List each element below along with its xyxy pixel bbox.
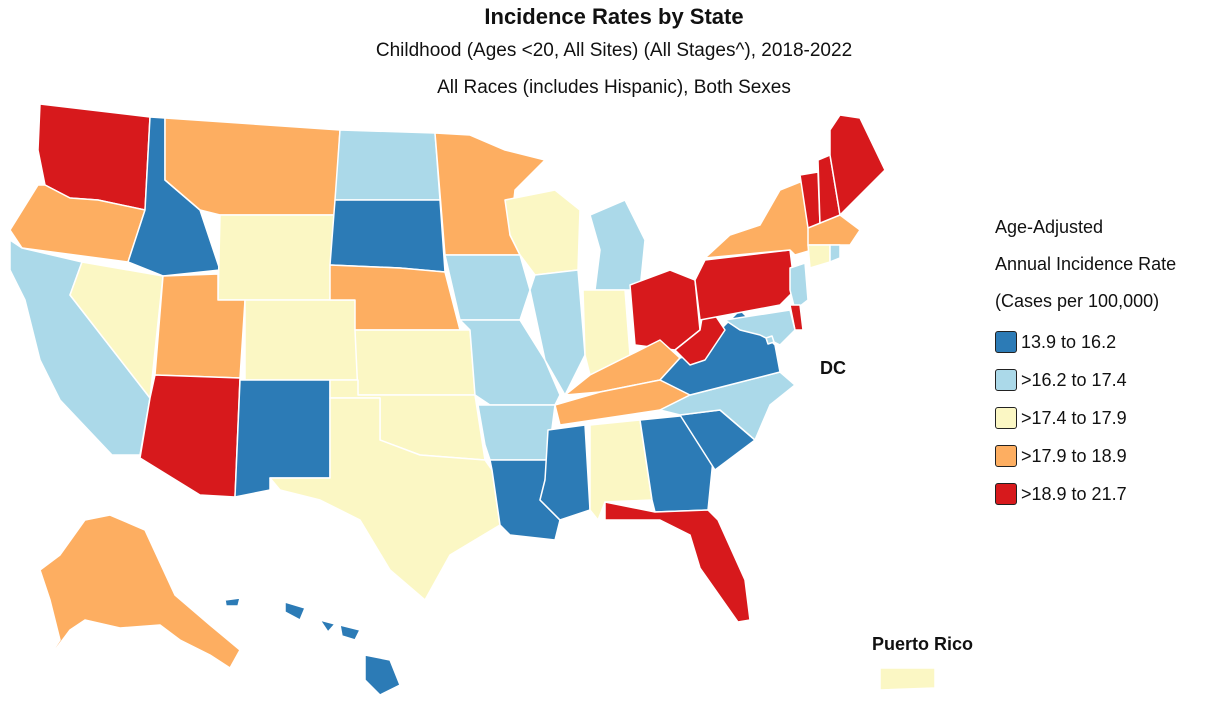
legend-swatch xyxy=(995,407,1017,429)
state-nd xyxy=(334,129,441,201)
state-mi xyxy=(589,199,646,291)
legend-label: >17.4 to 17.9 xyxy=(1021,407,1127,428)
state-az xyxy=(139,374,241,498)
legend-item: >18.9 to 21.7 xyxy=(995,475,1176,513)
state-nj xyxy=(789,262,809,311)
dc-label: DC xyxy=(820,358,846,378)
state-sd xyxy=(329,199,446,273)
legend-swatch xyxy=(995,445,1017,467)
legend-label: >16.2 to 17.4 xyxy=(1021,369,1127,390)
state-ny xyxy=(704,179,813,259)
legend-item: >17.4 to 17.9 xyxy=(995,399,1176,437)
legend-item: >17.9 to 18.9 xyxy=(995,437,1176,475)
legend-title-line: Age-Adjusted xyxy=(995,217,1104,237)
legend-title-line: Annual Incidence Rate xyxy=(995,254,1177,274)
state-pr xyxy=(879,667,936,691)
legend-swatch xyxy=(995,369,1017,391)
state-dc xyxy=(765,335,775,345)
legend-swatch xyxy=(995,483,1017,505)
state-ct xyxy=(807,244,831,269)
state-il xyxy=(529,269,586,396)
puerto-rico-label: Puerto Rico xyxy=(872,634,974,654)
state-ar xyxy=(477,404,556,461)
legend-title-line: (Cases per 100,000) xyxy=(995,291,1160,311)
state-wy xyxy=(217,214,336,301)
map-subtitle-population: All Races (includes Hispanic), Both Sexe… xyxy=(437,77,791,98)
state-ca xyxy=(9,239,151,456)
map-title: Incidence Rates by State xyxy=(484,4,744,29)
state-mt xyxy=(164,117,341,216)
legend-label: >17.9 to 18.9 xyxy=(1021,445,1127,466)
state-me xyxy=(829,114,886,216)
legend-item: 13.9 to 16.2 xyxy=(995,323,1176,361)
legend-label: >18.9 to 21.7 xyxy=(1021,483,1127,504)
state-ks xyxy=(354,329,476,396)
state-tx xyxy=(269,397,501,601)
state-pa xyxy=(694,249,796,321)
state-hi xyxy=(224,597,401,696)
state-fl xyxy=(604,501,751,623)
state-ak xyxy=(39,514,241,671)
state-ms xyxy=(539,424,591,521)
legend-swatch xyxy=(995,331,1017,353)
legend-item: >16.2 to 17.4 xyxy=(995,361,1176,399)
state-md xyxy=(724,309,796,346)
state-ia xyxy=(444,254,531,321)
state-ri xyxy=(829,244,841,263)
state-ma xyxy=(807,214,861,246)
legend-label: 13.9 to 16.2 xyxy=(1021,331,1117,352)
state-co xyxy=(244,299,361,381)
legend: Age-Adjusted Annual Incidence Rate (Case… xyxy=(995,212,1176,513)
map-subtitle-cancer-type: Childhood (Ages <20, All Sites) (All Sta… xyxy=(375,40,853,61)
